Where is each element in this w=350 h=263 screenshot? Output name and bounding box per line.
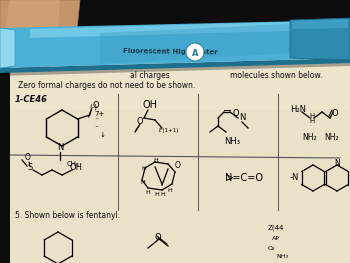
Text: N: N xyxy=(334,159,340,169)
Polygon shape xyxy=(0,20,350,68)
Text: 7+: 7+ xyxy=(95,111,105,117)
Text: H: H xyxy=(161,193,165,198)
Polygon shape xyxy=(30,21,320,38)
Polygon shape xyxy=(10,110,350,263)
Text: O: O xyxy=(332,109,338,119)
Polygon shape xyxy=(0,58,350,73)
Text: O: O xyxy=(92,100,99,109)
Text: OH: OH xyxy=(142,100,158,110)
Text: ↓: ↓ xyxy=(100,132,106,138)
Text: H: H xyxy=(168,188,172,193)
Text: Zero formal charges do not need to be shown.: Zero formal charges do not need to be sh… xyxy=(18,82,195,90)
Text: (-): (-) xyxy=(89,104,97,110)
Text: NH₃: NH₃ xyxy=(276,254,288,259)
Polygon shape xyxy=(5,0,60,40)
Text: H: H xyxy=(146,190,150,195)
Text: OH: OH xyxy=(70,164,83,173)
Text: O: O xyxy=(155,234,161,242)
Polygon shape xyxy=(290,18,350,60)
Text: AP: AP xyxy=(272,235,280,240)
Circle shape xyxy=(186,43,204,61)
Text: H: H xyxy=(142,165,146,170)
Text: H: H xyxy=(309,113,315,119)
Text: al charges: al charges xyxy=(130,72,170,80)
Text: Z(44: Z(44 xyxy=(268,225,284,231)
Polygon shape xyxy=(100,24,290,64)
Text: O: O xyxy=(25,154,31,163)
Polygon shape xyxy=(0,28,15,68)
Text: 5. Shown below is fentanyl.: 5. Shown below is fentanyl. xyxy=(15,210,120,220)
Polygon shape xyxy=(0,62,350,76)
Text: A: A xyxy=(192,48,198,58)
Text: H: H xyxy=(155,193,159,198)
Text: NH₃: NH₃ xyxy=(224,138,240,146)
Text: H: H xyxy=(154,158,158,163)
Text: NH₂: NH₂ xyxy=(325,134,339,143)
Text: 1-CE46: 1-CE46 xyxy=(15,95,48,104)
Text: N=C=O: N=C=O xyxy=(225,173,263,183)
Text: NH₂: NH₂ xyxy=(303,134,317,143)
Text: O: O xyxy=(137,118,143,127)
Text: CH₃: CH₃ xyxy=(67,161,80,167)
Text: O: O xyxy=(175,160,181,169)
Text: N: N xyxy=(57,144,63,153)
Text: H₂N: H₂N xyxy=(290,105,306,114)
Text: ℓ²(1+1): ℓ²(1+1) xyxy=(158,127,178,133)
Polygon shape xyxy=(292,19,348,29)
Text: molecules shown below.: molecules shown below. xyxy=(230,72,322,80)
Text: -N: -N xyxy=(290,174,299,183)
Text: ··: ·· xyxy=(94,115,100,124)
Polygon shape xyxy=(10,45,350,263)
Text: Fluorescent Highlighter: Fluorescent Highlighter xyxy=(122,48,217,56)
Polygon shape xyxy=(0,0,80,70)
Text: ··: ·· xyxy=(94,124,100,133)
Text: >: > xyxy=(226,173,234,183)
Text: O: O xyxy=(233,109,239,119)
Text: H: H xyxy=(141,180,145,185)
Text: N: N xyxy=(239,114,245,123)
Text: S: S xyxy=(27,164,33,173)
Text: O₂: O₂ xyxy=(268,245,275,250)
Text: H: H xyxy=(309,118,315,124)
